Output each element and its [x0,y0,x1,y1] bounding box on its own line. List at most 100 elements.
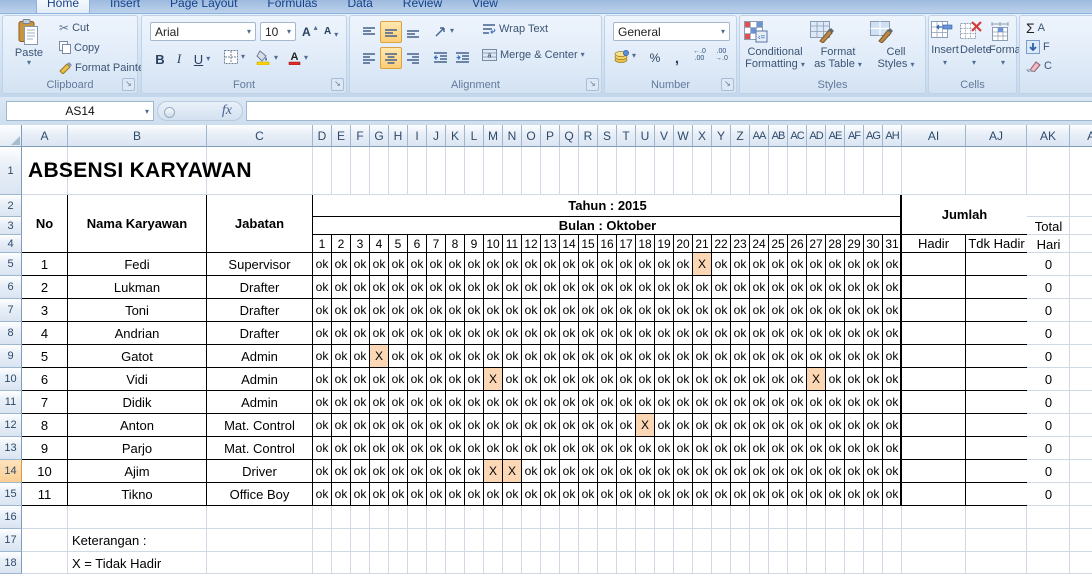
attendance-cell[interactable]: ok [541,345,560,368]
attendance-cell[interactable]: ok [332,483,351,506]
attendance-cell[interactable]: ok [864,414,883,437]
attendance-cell[interactable]: ok [807,345,826,368]
attendance-cell[interactable]: ok [693,368,712,391]
attendance-cell[interactable]: ok [522,391,541,414]
attendance-cell[interactable]: ok [313,368,332,391]
attendance-cell[interactable]: ok [332,368,351,391]
day-header-10[interactable]: 10 [484,235,503,253]
day-header-7[interactable]: 7 [427,235,446,253]
attendance-cell[interactable]: ok [788,322,807,345]
cell-name[interactable]: Ajim [68,460,207,483]
cell-jabatan[interactable]: Supervisor [207,253,313,276]
attendance-cell[interactable]: ok [560,368,579,391]
attendance-cell[interactable]: ok [351,437,370,460]
tab-review[interactable]: Review [393,0,452,13]
attendance-cell[interactable]: ok [845,391,864,414]
attendance-cell[interactable]: ok [674,253,693,276]
attendance-cell[interactable]: ok [788,299,807,322]
column-header-F[interactable]: F [351,125,370,147]
day-header-27[interactable]: 27 [807,235,826,253]
attendance-cell[interactable]: ok [560,345,579,368]
row-header-11[interactable]: 11 [0,391,22,414]
cell-total-hari[interactable]: 0 [1044,303,1053,318]
cell-total-hari[interactable]: 0 [1044,326,1053,341]
attendance-cell[interactable]: ok [788,483,807,506]
day-header-19[interactable]: 19 [655,235,674,253]
cell-tdk-hadir[interactable] [966,483,1027,506]
attendance-cell[interactable]: ok [446,299,465,322]
attendance-cell[interactable]: ok [484,299,503,322]
column-header-AG[interactable]: AG [864,125,883,147]
borders-button[interactable]: ▾ [224,50,245,64]
cell-no[interactable]: 1 [22,253,68,276]
row-header-10[interactable]: 10 [0,368,22,391]
attendance-cell[interactable]: ok [712,322,731,345]
day-header-25[interactable]: 25 [769,235,788,253]
attendance-cell[interactable]: ok [674,368,693,391]
attendance-cell[interactable]: ok [788,368,807,391]
attendance-cell[interactable]: ok [693,414,712,437]
attendance-cell[interactable]: ok [522,368,541,391]
attendance-cell[interactable]: ok [427,483,446,506]
cell-name[interactable]: Anton [68,414,207,437]
attendance-cell[interactable]: ok [750,276,769,299]
attendance-cell[interactable]: ok [446,437,465,460]
cell-no[interactable]: 3 [22,299,68,322]
attendance-cell[interactable]: ok [370,322,389,345]
row-header-7[interactable]: 7 [0,299,22,322]
attendance-cell[interactable]: ok [617,299,636,322]
alignment-dialog-launcher[interactable]: ↘ [586,78,599,91]
attendance-cell[interactable]: ok [617,414,636,437]
attendance-cell[interactable]: ok [389,345,408,368]
attendance-cell[interactable]: ok [446,276,465,299]
header-bulan[interactable]: Bulan : Oktober [313,217,902,235]
attendance-cell[interactable]: ok [313,276,332,299]
attendance-cell[interactable]: ok [655,253,674,276]
attendance-cell[interactable]: ok [674,391,693,414]
cell-jabatan[interactable]: Admin [207,391,313,414]
attendance-cell[interactable]: ok [503,253,522,276]
attendance-cell[interactable]: X [484,368,503,391]
cell-no[interactable]: 7 [22,391,68,414]
attendance-cell[interactable]: ok [389,414,408,437]
decrease-indent-button[interactable] [434,47,454,67]
attendance-cell[interactable]: ok [750,299,769,322]
attendance-cell[interactable]: ok [807,414,826,437]
row-header-1[interactable]: 1 [0,147,22,195]
attendance-cell[interactable]: ok [712,437,731,460]
attendance-cell[interactable]: ok [674,345,693,368]
attendance-cell[interactable]: ok [712,299,731,322]
attendance-cell[interactable]: X [503,460,522,483]
attendance-cell[interactable]: ok [674,460,693,483]
attendance-cell[interactable]: ok [370,414,389,437]
attendance-cell[interactable]: ok [864,276,883,299]
attendance-cell[interactable]: ok [788,391,807,414]
cell-jabatan[interactable]: Drafter [207,276,313,299]
attendance-cell[interactable]: ok [465,460,484,483]
attendance-cell[interactable]: ok [769,368,788,391]
cell-hadir[interactable] [902,437,966,460]
cell-jabatan[interactable]: Admin [207,368,313,391]
cell-name[interactable]: Andrian [68,322,207,345]
column-header-J[interactable]: J [427,125,446,147]
attendance-cell[interactable]: ok [560,299,579,322]
attendance-cell[interactable]: ok [807,437,826,460]
attendance-cell[interactable]: ok [579,299,598,322]
column-header-C[interactable]: C [207,125,313,147]
attendance-cell[interactable]: ok [370,368,389,391]
name-box-dropdown-arrow[interactable]: ▾ [144,107,149,116]
accounting-format-button[interactable]: ▾ [613,49,636,63]
cell-no[interactable]: 9 [22,437,68,460]
day-header-23[interactable]: 23 [731,235,750,253]
attendance-cell[interactable]: ok [826,276,845,299]
attendance-cell[interactable]: ok [598,253,617,276]
attendance-cell[interactable]: ok [845,437,864,460]
format-cells-button[interactable]: Format ▾ [989,21,1024,68]
attendance-cell[interactable]: ok [541,437,560,460]
attendance-cell[interactable]: ok [826,414,845,437]
font-size-select[interactable]: 10 ▾ [260,22,296,41]
attendance-cell[interactable]: ok [332,460,351,483]
column-header-AH[interactable]: AH [883,125,902,147]
attendance-cell[interactable]: ok [788,276,807,299]
attendance-cell[interactable]: ok [579,437,598,460]
